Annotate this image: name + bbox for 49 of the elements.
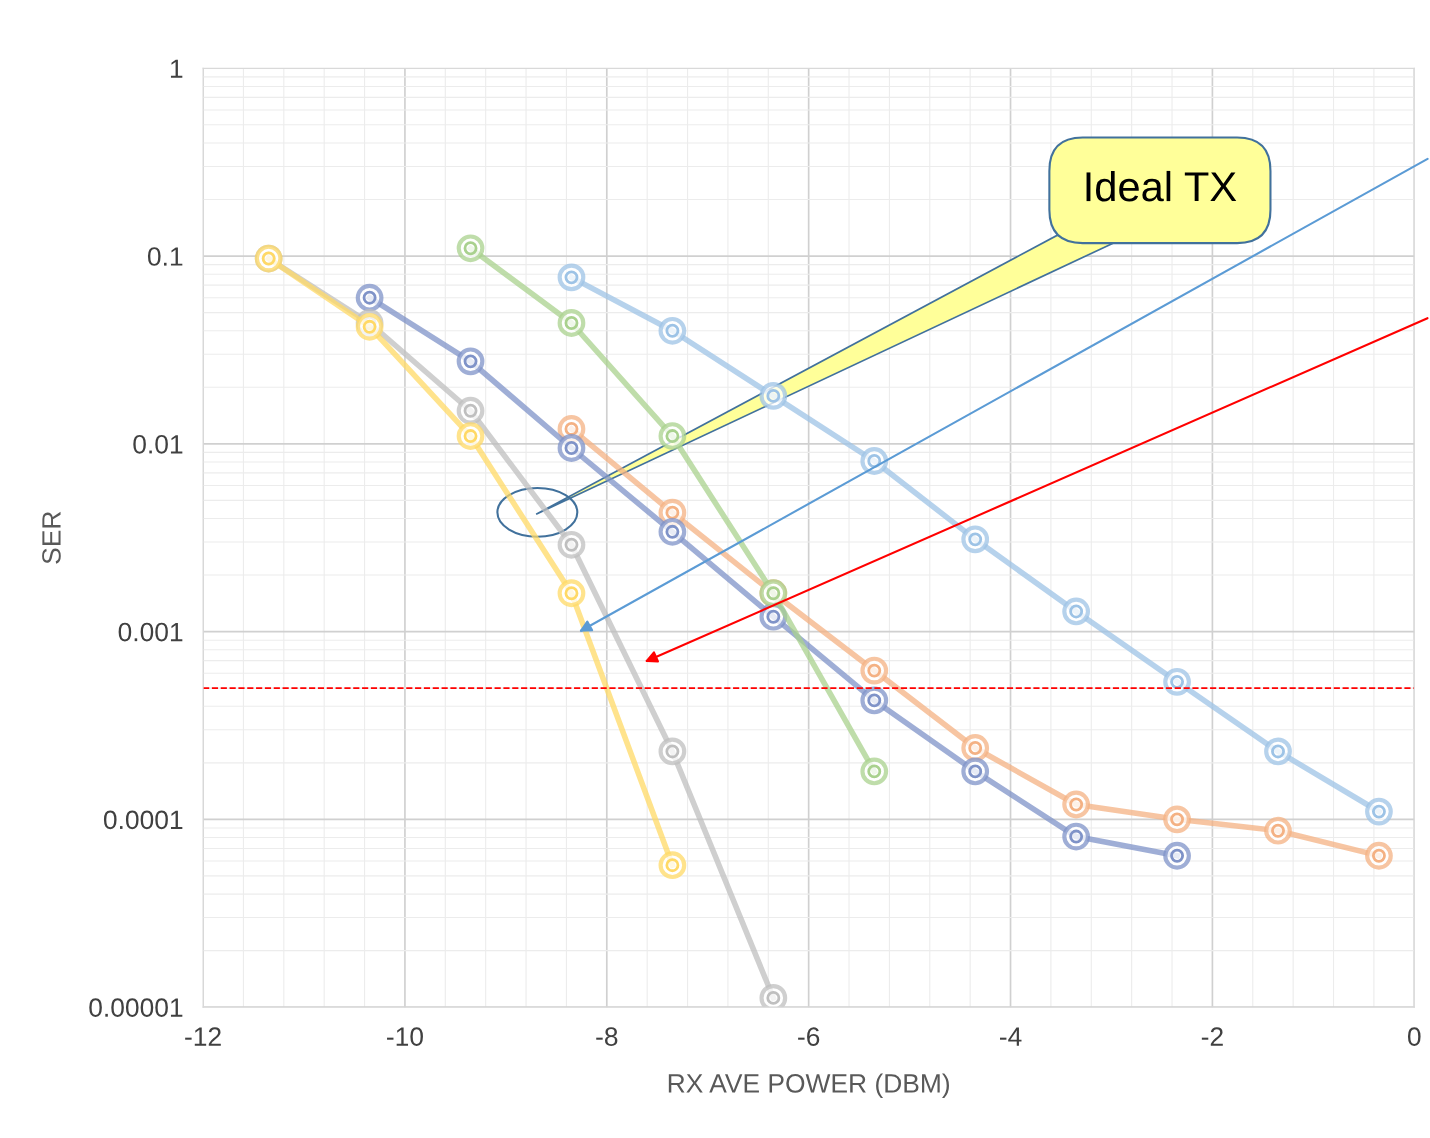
point (1163, 841, 1191, 870)
y-tick-label: 0.0001 (103, 810, 183, 830)
x-tick-label: -4 (999, 1027, 1022, 1046)
point (658, 316, 687, 345)
point (355, 283, 384, 312)
point (1264, 737, 1292, 766)
x-tick-label: -2 (1201, 1027, 1223, 1046)
point (860, 686, 889, 715)
point (1264, 816, 1292, 845)
point (456, 422, 485, 450)
point (658, 422, 687, 450)
point (860, 757, 889, 786)
point (1062, 822, 1091, 851)
y-tick-label: 0.01 (133, 434, 183, 454)
y-tick-label: 0.001 (118, 622, 183, 642)
point (1062, 597, 1091, 626)
point (1365, 841, 1393, 870)
y-tick-label: 0.1 (147, 247, 183, 266)
y-tick-label: 0.00001 (89, 998, 183, 1017)
point (759, 381, 788, 410)
point (557, 263, 586, 292)
x-tick-label: -8 (596, 1027, 618, 1046)
point (557, 434, 586, 462)
x-tick-label: -12 (185, 1027, 221, 1046)
point (1062, 790, 1091, 819)
point (961, 525, 990, 554)
y-tick-label: 1 (170, 59, 183, 78)
point (557, 530, 586, 559)
point (456, 234, 485, 263)
point (658, 737, 687, 766)
point (759, 602, 788, 631)
point (557, 579, 586, 608)
point (860, 656, 889, 685)
point (658, 851, 687, 880)
point (658, 517, 687, 546)
point (557, 309, 586, 337)
point (456, 396, 485, 425)
point (1163, 667, 1191, 696)
y-axis-title: SER (42, 511, 61, 564)
x-axis-title: RX AVE POWER (DBM) (668, 1073, 950, 1098)
point (961, 757, 990, 786)
point (1163, 805, 1191, 834)
x-tick-label: -6 (798, 1027, 820, 1046)
point (456, 347, 485, 376)
x-tick-label: -10 (387, 1027, 423, 1046)
annotation: Ideal TX (1086, 170, 1237, 202)
point (961, 734, 990, 762)
x-tick-label: 0 (1407, 1027, 1421, 1046)
point (1365, 797, 1393, 826)
